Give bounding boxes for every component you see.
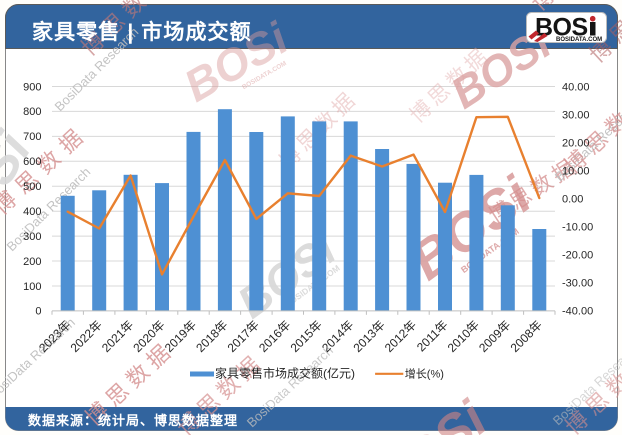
svg-text:10.00: 10.00 bbox=[562, 165, 590, 177]
svg-text:40.00: 40.00 bbox=[562, 81, 590, 93]
svg-text:-10.00: -10.00 bbox=[562, 222, 593, 234]
svg-text:-30.00: -30.00 bbox=[562, 278, 593, 290]
svg-text:BOSIDATA.COM: BOSIDATA.COM bbox=[556, 37, 602, 43]
svg-text:400: 400 bbox=[23, 206, 41, 218]
svg-text:-40.00: -40.00 bbox=[562, 306, 593, 318]
svg-text:20.00: 20.00 bbox=[562, 137, 590, 149]
svg-text:增长(%): 增长(%) bbox=[405, 367, 444, 381]
svg-text:0: 0 bbox=[35, 306, 41, 318]
svg-text:200: 200 bbox=[23, 256, 41, 268]
svg-text:300: 300 bbox=[23, 231, 41, 243]
svg-text:500: 500 bbox=[23, 181, 41, 193]
svg-text:30.00: 30.00 bbox=[562, 109, 590, 121]
svg-text:100: 100 bbox=[23, 281, 41, 293]
svg-text:0.00: 0.00 bbox=[562, 194, 583, 206]
svg-text:-20.00: -20.00 bbox=[562, 250, 593, 262]
svg-text:600: 600 bbox=[23, 156, 41, 168]
svg-text:800: 800 bbox=[23, 106, 41, 118]
svg-text:900: 900 bbox=[23, 81, 41, 93]
svg-text:家具零售 | 市场成交额: 家具零售 | 市场成交额 bbox=[32, 20, 252, 44]
svg-text:家具零售市场成交额(亿元): 家具零售市场成交额(亿元) bbox=[215, 366, 355, 381]
svg-text:数据来源：统计局、博思数据整理: 数据来源：统计局、博思数据整理 bbox=[28, 413, 238, 428]
svg-text:700: 700 bbox=[23, 131, 41, 143]
